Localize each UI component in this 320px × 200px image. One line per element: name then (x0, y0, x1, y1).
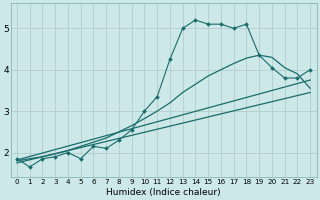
X-axis label: Humidex (Indice chaleur): Humidex (Indice chaleur) (106, 188, 221, 197)
